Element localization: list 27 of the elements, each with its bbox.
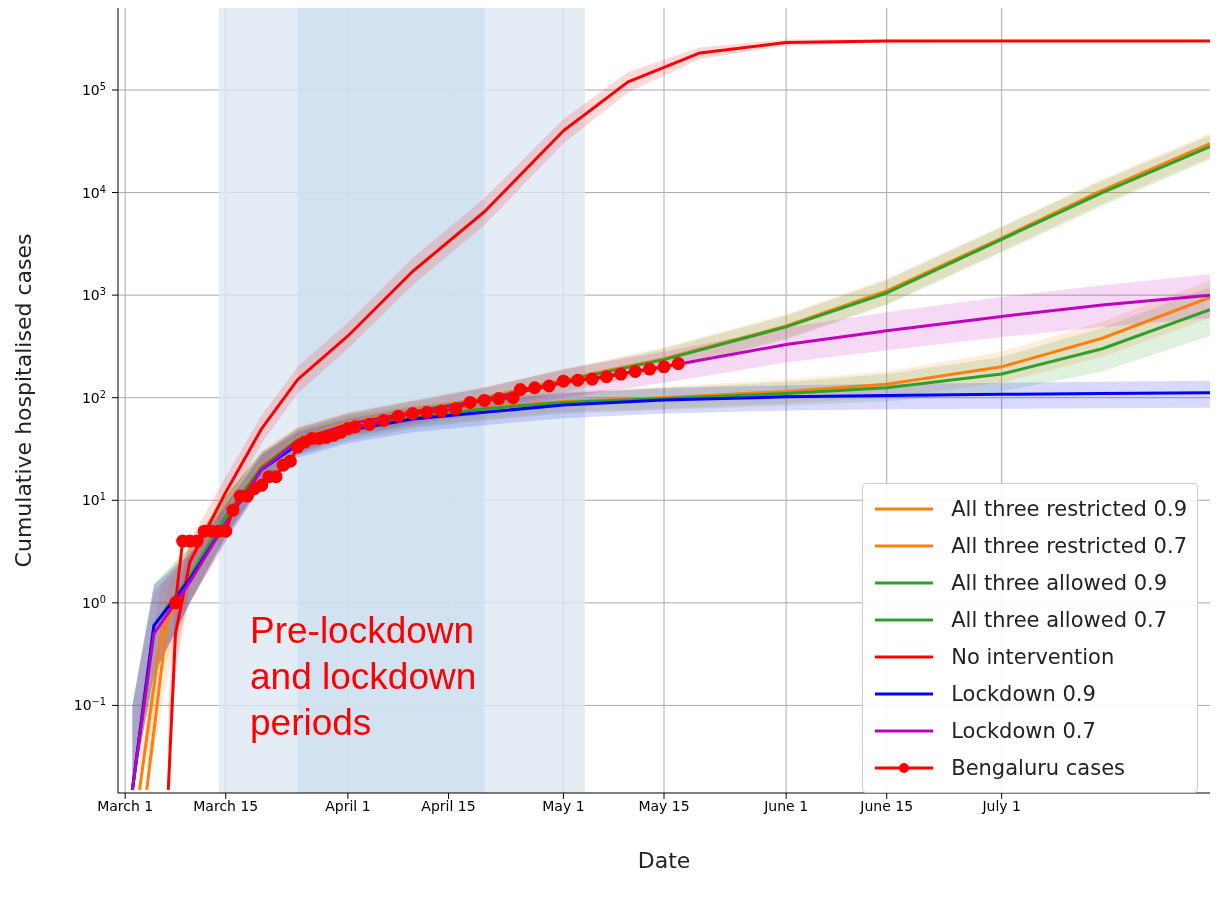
x-tick-label: June 15 [859, 797, 914, 814]
x-tick-label: May 1 [542, 797, 585, 814]
legend-label: All three allowed 0.9 [951, 570, 1168, 595]
x-axis-title: Date [637, 848, 691, 873]
x-tick-label: May 15 [638, 797, 690, 814]
y-tick-label: 10$^{4}$ [81, 183, 106, 201]
x-tick-label: March 1 [97, 797, 154, 814]
legend-label: No intervention [951, 644, 1115, 669]
annotation: Pre-lockdown and lockdown periods [250, 609, 478, 745]
legend-label: Bengaluru cases [951, 755, 1126, 780]
y-tick-label: 10$^{5}$ [81, 80, 106, 98]
x-tick-label: March 15 [193, 797, 259, 814]
y-tick-label: 10$^{1}$ [81, 490, 106, 509]
legend-label: All three restricted 0.7 [951, 533, 1187, 558]
legend-label: All three allowed 0.7 [951, 607, 1168, 632]
x-tick-label: April 1 [325, 797, 371, 814]
y-axis-title: Cumulative hospitalised cases [10, 233, 36, 568]
x-tick-label: April 15 [421, 797, 476, 814]
legend-label: Lockdown 0.7 [951, 718, 1096, 743]
legend-label: Lockdown 0.9 [951, 681, 1096, 706]
y-tick-label: 10$^{2}$ [81, 388, 106, 406]
y-tick-label: 10$^{3}$ [81, 285, 106, 304]
legend-label: All three restricted 0.9 [951, 496, 1187, 521]
x-tick-label: June 1 [763, 797, 809, 814]
y-tick-label: 10$^{0}$ [81, 593, 106, 611]
y-tick-label: 10$^{−1}$ [73, 695, 106, 714]
x-tick-label: July 1 [981, 797, 1021, 814]
